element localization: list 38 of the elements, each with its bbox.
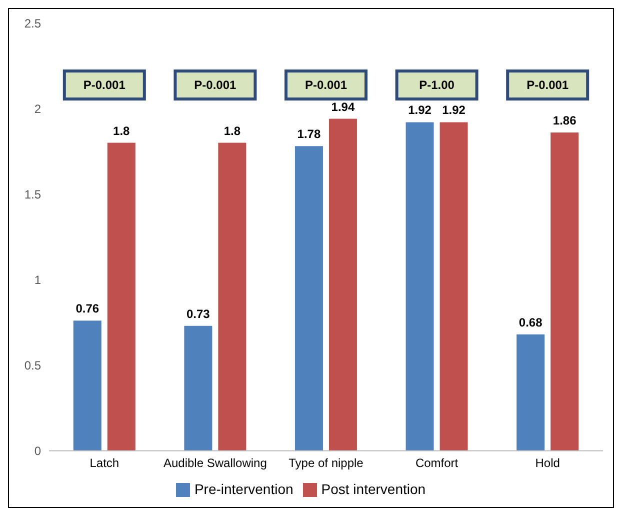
annotation: P-0.001 <box>83 78 126 92</box>
bar <box>406 122 434 451</box>
y-tick-label: 0.5 <box>24 358 42 372</box>
y-tick-label: 1.5 <box>24 187 42 202</box>
x-tick-label: Comfort <box>415 456 459 470</box>
x-tick-label: Latch <box>90 456 120 470</box>
annotation: P-0.001 <box>194 78 237 92</box>
data-label: 1.86 <box>552 113 577 128</box>
y-tick-label: 2.5 <box>24 16 42 30</box>
x-tick-label: Audible Swallowing <box>163 456 267 470</box>
data-label: 0.76 <box>76 302 100 316</box>
y-tick-label: 1 <box>34 272 42 287</box>
x-tick-label: Hold <box>535 456 560 470</box>
bar <box>218 142 246 451</box>
bar <box>294 146 323 451</box>
data-label: 0.73 <box>186 306 210 321</box>
annotation: P-0.001 <box>304 78 348 92</box>
bar <box>184 326 212 451</box>
data-label: 1.92 <box>408 103 432 118</box>
bar <box>440 122 468 451</box>
data-label: 1.78 <box>297 127 321 142</box>
data-label: 1.8 <box>224 124 241 138</box>
annotation: P-1.00 <box>419 78 455 92</box>
annotation: P-0.001 <box>526 78 569 92</box>
y-tick-label: 0 <box>34 444 42 458</box>
data-label: 1.8 <box>113 124 130 138</box>
bar <box>550 132 579 451</box>
data-label: 1.92 <box>442 103 466 118</box>
data-label: 1.94 <box>331 100 355 114</box>
x-tick-label: Type of nipple <box>288 456 364 470</box>
bar <box>328 118 357 451</box>
bar <box>516 334 545 451</box>
y-tick-label: 2 <box>34 102 42 116</box>
legend-label: Post intervention <box>321 480 426 497</box>
data-label: 0.68 <box>518 315 543 330</box>
legend-label: Pre-intervention <box>194 480 294 497</box>
bar <box>73 320 102 451</box>
bar <box>107 142 136 451</box>
